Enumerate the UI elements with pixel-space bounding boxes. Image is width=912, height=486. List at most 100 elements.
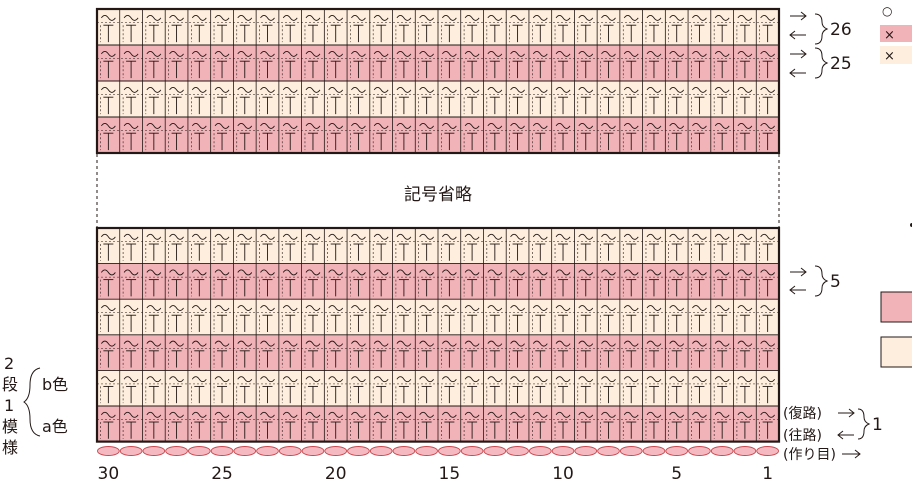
stitch-cell bbox=[668, 86, 685, 115]
stitch-cell bbox=[213, 233, 230, 261]
stitch-cell bbox=[145, 269, 162, 297]
stitch-cell bbox=[486, 305, 503, 332]
chain-stitch bbox=[97, 446, 120, 456]
stitch-cell bbox=[463, 50, 480, 79]
stitch-cell bbox=[395, 340, 412, 368]
stitch-cell bbox=[736, 122, 753, 151]
stitch-cell bbox=[213, 376, 230, 404]
legend-color-a-swatch bbox=[880, 25, 912, 42]
stitch-cell bbox=[372, 50, 389, 79]
stitch-cell bbox=[577, 340, 594, 368]
stitch-cell bbox=[691, 86, 707, 115]
row-marker-1 bbox=[837, 408, 871, 459]
omission-label: 記号省略 bbox=[404, 185, 472, 205]
stitch-cell bbox=[736, 233, 753, 261]
stitch-cell bbox=[168, 411, 184, 439]
stitch-cell bbox=[531, 376, 548, 404]
chain-stitch bbox=[756, 446, 779, 456]
stitch-cell bbox=[600, 305, 616, 332]
stitch-cell bbox=[600, 233, 616, 261]
stitch-cell bbox=[509, 86, 525, 115]
stitch-cell bbox=[554, 14, 571, 43]
stitch-cell bbox=[350, 269, 366, 297]
stitch-cell bbox=[100, 305, 116, 332]
chain-stitch bbox=[369, 446, 393, 456]
stitch-cell bbox=[100, 122, 116, 151]
stitch-cell bbox=[372, 340, 389, 368]
chain-stitch bbox=[574, 446, 598, 456]
stitch-cell bbox=[191, 50, 207, 79]
stitch-cell bbox=[463, 14, 480, 43]
stitch-cell bbox=[350, 122, 366, 151]
stitch-cell bbox=[168, 14, 184, 43]
stitch-cell bbox=[600, 269, 616, 297]
stitch-cell bbox=[554, 376, 571, 404]
stitch-cell bbox=[531, 340, 548, 368]
column-number: 25 bbox=[211, 464, 233, 484]
stitch-cell bbox=[736, 86, 753, 115]
stitch-cell bbox=[304, 122, 321, 151]
stitch-cell bbox=[759, 86, 776, 115]
stitch-cell bbox=[531, 411, 548, 439]
stitch-cell bbox=[486, 50, 503, 79]
stitch-cell bbox=[691, 411, 707, 439]
stitch-cell bbox=[236, 305, 253, 332]
stitch-cell bbox=[168, 269, 184, 297]
stitch-cell bbox=[100, 269, 116, 297]
stitch-cell bbox=[145, 14, 162, 43]
stitch-cell bbox=[281, 122, 298, 151]
stitch-cell bbox=[168, 122, 184, 151]
stitch-cell bbox=[145, 340, 162, 368]
stitch-cell bbox=[191, 340, 207, 368]
stitch-cell bbox=[281, 376, 298, 404]
column-numbers: 30 25 20 15 10 5 1 bbox=[98, 464, 774, 484]
stitch-cell bbox=[531, 50, 548, 79]
stitch-cell bbox=[372, 376, 389, 404]
stitch-cell bbox=[122, 233, 139, 261]
stitch-cell bbox=[622, 122, 639, 151]
stitch-cell bbox=[554, 269, 571, 297]
stitch-cell bbox=[100, 340, 116, 368]
chart-top-section bbox=[95, 7, 781, 155]
stitch-cell bbox=[713, 411, 730, 439]
stitch-cell bbox=[418, 233, 435, 261]
stitch-cell bbox=[554, 50, 571, 79]
stitch-cell bbox=[213, 14, 230, 43]
stitch-cell bbox=[395, 233, 412, 261]
stitch-cell bbox=[600, 14, 616, 43]
stitch-cell bbox=[418, 50, 435, 79]
stitch-cell bbox=[327, 14, 344, 43]
stitch-cell bbox=[668, 269, 685, 297]
stitch-cell bbox=[531, 269, 548, 297]
column-number: 5 bbox=[671, 464, 682, 484]
stitch-cell bbox=[577, 14, 594, 43]
stitch-cell bbox=[259, 269, 275, 297]
stitch-cell bbox=[441, 14, 457, 43]
stitch-cell bbox=[691, 122, 707, 151]
stitch-cell bbox=[259, 122, 275, 151]
stitch-cell bbox=[622, 50, 639, 79]
stitch-cell bbox=[213, 305, 230, 332]
stitch-cell bbox=[213, 50, 230, 79]
row-number-1: 1 bbox=[872, 415, 883, 435]
stitch-cell bbox=[259, 50, 275, 79]
chain-stitch bbox=[210, 446, 234, 456]
stitch-cell bbox=[191, 269, 207, 297]
stitch-cell bbox=[395, 14, 412, 43]
foundation-chain-label: (作り目) bbox=[783, 447, 836, 463]
stitch-cell bbox=[668, 376, 685, 404]
stitch-cell bbox=[372, 305, 389, 332]
stitch-cell bbox=[100, 50, 116, 79]
stitch-cell bbox=[213, 269, 230, 297]
stitch-cell bbox=[281, 86, 298, 115]
stitch-cell bbox=[281, 411, 298, 439]
stitch-cell bbox=[622, 86, 639, 115]
chain-stitch bbox=[460, 446, 484, 456]
stitch-cell bbox=[759, 14, 776, 43]
row-number-5: 5 bbox=[830, 272, 841, 292]
stitch-cell bbox=[145, 376, 162, 404]
stitch-cell bbox=[350, 376, 366, 404]
chain-stitch bbox=[506, 446, 529, 456]
chain-stitch bbox=[665, 446, 689, 456]
stitch-cell bbox=[327, 233, 344, 261]
